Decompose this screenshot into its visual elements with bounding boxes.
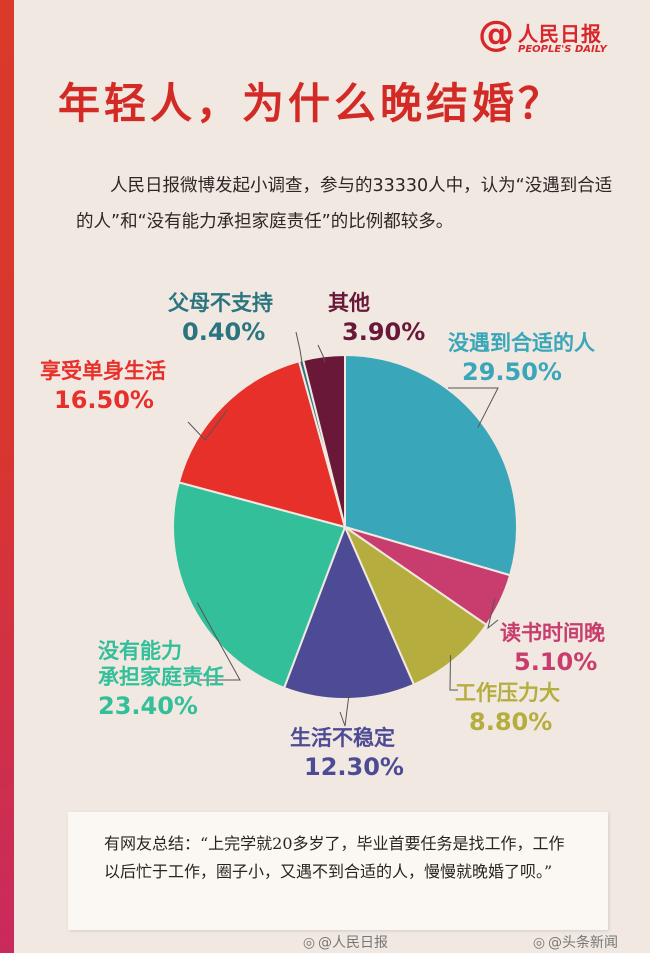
- pie-slice: [302, 353, 346, 528]
- weibo-watermark-left: ◎ @人民日报: [300, 932, 388, 952]
- leader-line: [449, 655, 458, 691]
- intro-text: 人民日报微博发起小调查，参与的33330人中，认为“没遇到合适的人”和“没有能力…: [76, 176, 613, 232]
- pie-slice: [342, 524, 488, 686]
- slice-label: 父母不支持: [168, 291, 273, 315]
- leader-line: [187, 409, 228, 441]
- slice-value-label: 8.80%: [469, 708, 552, 736]
- slice-label: 享受单身生活: [40, 359, 166, 383]
- pie-chart: 没遇到合适的人 29.50% 读书时间晚 5.10% 工作压力大 8.80% 生活不稳定 12…: [40, 291, 605, 781]
- leader-line: [487, 598, 499, 630]
- pie-slices: [172, 353, 518, 700]
- pie-leader-lines: [187, 331, 499, 727]
- slice-label: 没有能力: [98, 639, 182, 663]
- slice-value-label: 23.40%: [98, 692, 198, 720]
- slice-label: 读书时间晚: [500, 621, 605, 645]
- slice-value-label: 16.50%: [54, 386, 154, 414]
- slice-value-label: 12.30%: [304, 753, 404, 781]
- slice-label: 生活不稳定: [290, 726, 395, 750]
- quote-text: 有网友总结：“上完学就20多岁了，毕业首要任务是找工作，工作以后忙于工作，圈子小…: [104, 834, 565, 881]
- leader-line: [448, 387, 499, 428]
- slice-label: 其他: [328, 291, 370, 315]
- logo-at-icon: @: [478, 14, 514, 55]
- leader-line: [196, 602, 241, 681]
- slice-label: 工作压力大: [455, 681, 560, 705]
- leader-line: [295, 331, 304, 367]
- weibo-icon: ◎: [532, 935, 546, 951]
- pie-labels: 没遇到合适的人 29.50% 读书时间晚 5.10% 工作压力大 8.80% 生活不稳定 12…: [40, 291, 605, 781]
- slice-value-label: 3.90%: [342, 318, 425, 346]
- weibo-icon: ◎: [302, 935, 316, 951]
- pie-slice: [282, 524, 416, 700]
- pie-slice: [344, 353, 518, 577]
- logo: @ 人民日报 PEOPLE'S DAILY: [478, 14, 638, 64]
- pie-slice: [177, 360, 347, 529]
- slice-label: 承担家庭责任: [98, 665, 224, 689]
- logo-name: 人民日报: [518, 22, 602, 46]
- slice-value-label: 5.10%: [514, 648, 597, 676]
- page-title: 年轻人，为什么晚结婚？: [58, 79, 565, 128]
- weibo-watermark-right: ◎ @头条新闻: [530, 932, 618, 952]
- side-accent-bar: [0, 0, 14, 953]
- leader-line: [339, 692, 350, 727]
- slice-value-label: 0.40%: [182, 318, 265, 346]
- logo-subtitle: PEOPLE'S DAILY: [518, 44, 607, 55]
- quote-box: 有网友总结：“上完学就20多岁了，毕业首要任务是找工作，工作以后忙于工作，圈子小…: [68, 812, 608, 930]
- slice-label: 没遇到合适的人: [448, 331, 595, 355]
- leader-line: [317, 344, 326, 363]
- slice-value-label: 29.50%: [462, 358, 562, 386]
